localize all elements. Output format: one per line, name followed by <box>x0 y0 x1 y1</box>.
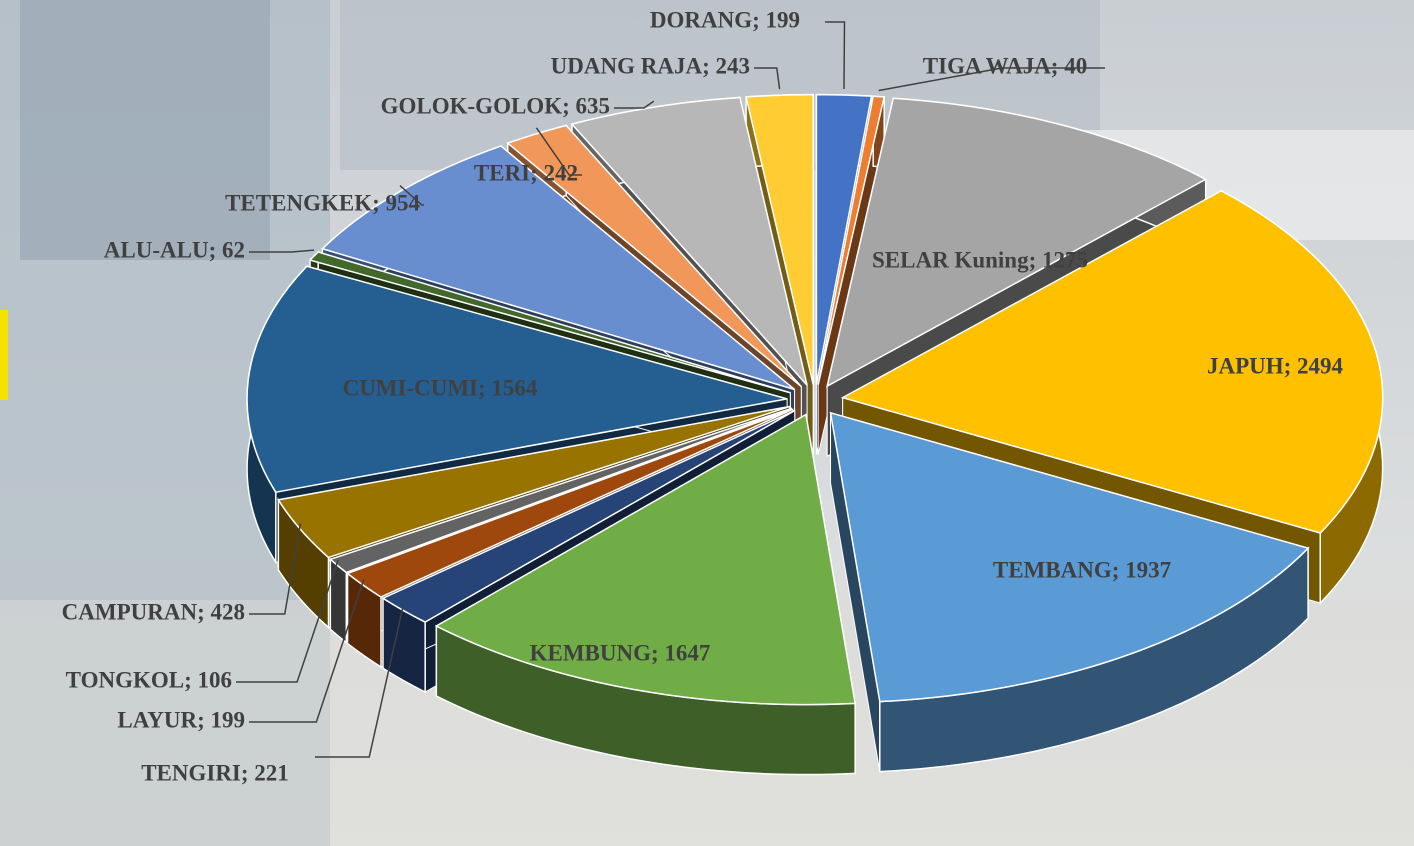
data-label: ALU-ALU; 62 <box>104 237 245 262</box>
data-label: SELAR Kuning; 1275 <box>872 247 1088 272</box>
data-label: TETENGKEK; 954 <box>225 190 420 215</box>
data-label: LAYUR; 199 <box>117 707 245 732</box>
data-label: UDANG RAJA; 243 <box>551 53 750 78</box>
data-label: TENGIRI; 221 <box>141 760 289 785</box>
data-label: KEMBUNG; 1647 <box>530 640 711 665</box>
slice-wall <box>330 559 346 642</box>
data-label: TIGA WAJA; 40 <box>923 53 1087 78</box>
chart: DORANG; 199 TIGA WAJA; 40 SELAR Kuning; 12… <box>0 0 1414 846</box>
data-label: CAMPURAN; 428 <box>62 599 245 624</box>
data-label: TONGKOL; 106 <box>66 667 232 692</box>
data-label: TEMBANG; 1937 <box>993 557 1171 582</box>
data-label: CUMI-CUMI; 1564 <box>343 375 538 400</box>
data-label: DORANG; 199 <box>650 7 800 32</box>
data-label: GOLOK-GOLOK; 635 <box>381 93 610 118</box>
data-label: JAPUH; 2494 <box>1207 353 1344 378</box>
